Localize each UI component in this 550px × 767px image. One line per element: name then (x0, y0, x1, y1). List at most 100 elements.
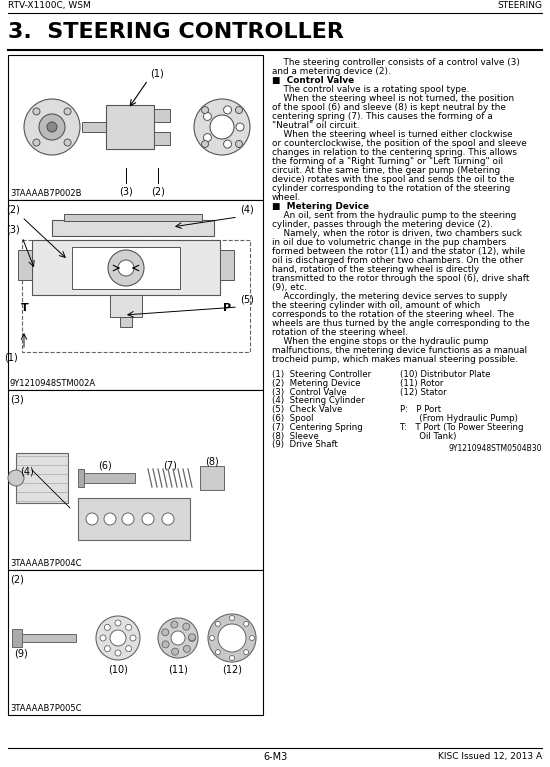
Text: (10) Distributor Plate: (10) Distributor Plate (400, 370, 491, 379)
Text: device) rotates with the spool and sends the oil to the: device) rotates with the spool and sends… (272, 175, 514, 184)
Bar (78, 469, 84, 487)
Text: 3TAAAAB7P002B: 3TAAAAB7P002B (10, 189, 81, 198)
Text: The control valve is a rotating spool type.: The control valve is a rotating spool ty… (272, 85, 469, 94)
Text: (12): (12) (222, 664, 242, 674)
Circle shape (96, 616, 140, 660)
Circle shape (125, 646, 131, 652)
Bar (52, 220, 214, 236)
Bar (8, 200, 263, 390)
Text: (8): (8) (205, 456, 219, 466)
Text: (3): (3) (119, 186, 133, 196)
Text: wheels are thus turned by the angle corresponding to the: wheels are thus turned by the angle corr… (272, 319, 530, 328)
Circle shape (86, 513, 98, 525)
Text: rotation of the steering wheel.: rotation of the steering wheel. (272, 328, 408, 337)
Text: transmitted to the rotor through the spool (6), drive shaft: transmitted to the rotor through the spo… (272, 274, 530, 283)
Text: (11) Rotor: (11) Rotor (400, 379, 443, 388)
Bar (154, 109, 170, 122)
Circle shape (162, 513, 174, 525)
Circle shape (64, 108, 71, 115)
Text: 9Y1210948STM002A: 9Y1210948STM002A (10, 379, 96, 388)
Circle shape (183, 623, 190, 630)
Bar (80, 473, 135, 483)
Text: When the steering wheel is not turned, the position: When the steering wheel is not turned, t… (272, 94, 514, 103)
Text: (3): (3) (10, 395, 24, 405)
Circle shape (210, 636, 215, 640)
Text: formed between the rotor (11) and the stator (12), while: formed between the rotor (11) and the st… (272, 247, 525, 256)
Bar (8, 55, 263, 200)
Text: T: T (21, 303, 29, 313)
Bar (8, 390, 263, 570)
Bar (18, 250, 32, 280)
Text: (2): (2) (10, 575, 24, 585)
Circle shape (104, 513, 116, 525)
Bar (220, 250, 234, 280)
Circle shape (108, 250, 144, 286)
Bar (200, 466, 224, 490)
Text: or counterclockwise, the position of the spool and sleeve: or counterclockwise, the position of the… (272, 139, 527, 148)
Circle shape (223, 140, 232, 148)
Circle shape (235, 140, 243, 147)
Circle shape (194, 99, 250, 155)
Text: (2): (2) (151, 186, 165, 196)
Circle shape (216, 650, 221, 655)
Text: (1)  Steering Controller: (1) Steering Controller (272, 370, 371, 379)
Circle shape (162, 629, 169, 636)
Circle shape (204, 133, 211, 142)
Circle shape (158, 618, 198, 658)
Circle shape (118, 260, 134, 276)
Text: Oil Tank): Oil Tank) (400, 432, 456, 440)
Text: (From Hydraulic Pump): (From Hydraulic Pump) (400, 414, 518, 423)
Text: malfunctions, the metering device functions as a manual: malfunctions, the metering device functi… (272, 346, 527, 355)
Text: Namely, when the rotor is driven, two chambers suck: Namely, when the rotor is driven, two ch… (272, 229, 522, 238)
Circle shape (250, 636, 255, 640)
Text: (7): (7) (163, 460, 177, 470)
Text: (2)  Metering Device: (2) Metering Device (272, 379, 360, 388)
Circle shape (235, 107, 243, 114)
Text: (1): (1) (150, 68, 164, 78)
Circle shape (142, 513, 154, 525)
Text: and a metering device (2).: and a metering device (2). (272, 67, 390, 76)
Circle shape (64, 139, 71, 146)
Bar (64, 214, 202, 221)
Text: (3): (3) (6, 225, 20, 235)
Text: When the engine stops or the hydraulic pump: When the engine stops or the hydraulic p… (272, 337, 488, 346)
Circle shape (110, 630, 126, 646)
Circle shape (236, 123, 244, 131)
Circle shape (33, 108, 40, 115)
Circle shape (201, 140, 208, 147)
Circle shape (162, 641, 169, 648)
Circle shape (189, 634, 195, 640)
Text: (5): (5) (240, 295, 254, 305)
Bar (110, 295, 142, 317)
Text: (11): (11) (168, 664, 188, 674)
Circle shape (171, 621, 178, 628)
Text: 9Y1210948STM0504B30: 9Y1210948STM0504B30 (448, 444, 542, 453)
Bar (82, 122, 106, 132)
Bar (12, 629, 22, 647)
Circle shape (171, 631, 185, 645)
Circle shape (130, 635, 136, 641)
Circle shape (104, 624, 111, 630)
Circle shape (47, 122, 57, 132)
Text: circuit. At the same time, the gear pump (Metering: circuit. At the same time, the gear pump… (272, 166, 500, 175)
Text: (10): (10) (108, 664, 128, 674)
Text: An oil, sent from the hydraulic pump to the steering: An oil, sent from the hydraulic pump to … (272, 211, 516, 220)
Text: centering spring (7). This causes the forming of a: centering spring (7). This causes the fo… (272, 112, 493, 121)
Text: "Neutral" oil circuit.: "Neutral" oil circuit. (272, 121, 360, 130)
Text: (7)  Centering Spring: (7) Centering Spring (272, 423, 363, 432)
Text: KISC Issued 12, 2013 A: KISC Issued 12, 2013 A (438, 752, 542, 761)
Circle shape (100, 635, 106, 641)
Circle shape (172, 648, 179, 655)
Circle shape (115, 650, 121, 656)
Circle shape (204, 113, 211, 120)
Circle shape (229, 615, 234, 621)
Text: (12) Stator: (12) Stator (400, 387, 447, 397)
Text: (9)  Drive Shaft: (9) Drive Shaft (272, 440, 338, 449)
Circle shape (122, 513, 134, 525)
Circle shape (125, 624, 131, 630)
Text: When the steering wheel is turned either clockwise: When the steering wheel is turned either… (272, 130, 513, 139)
Text: (4): (4) (240, 205, 254, 215)
Circle shape (24, 99, 80, 155)
Bar (154, 132, 170, 145)
Text: (2): (2) (6, 205, 20, 215)
